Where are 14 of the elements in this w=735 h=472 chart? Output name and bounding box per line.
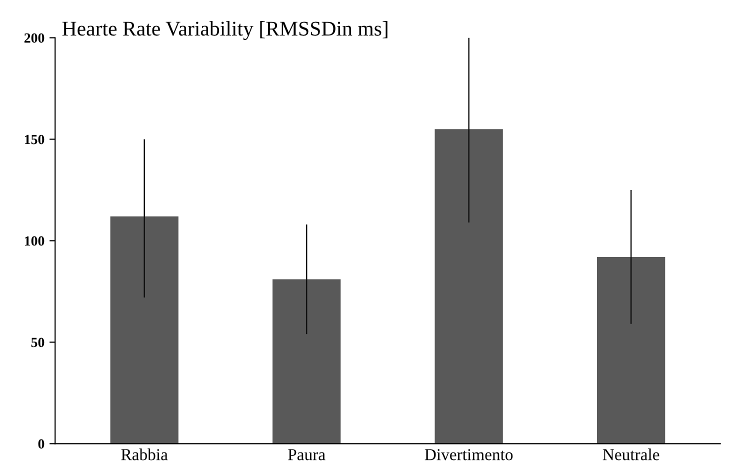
y-tick-label: 50	[31, 338, 44, 348]
bar	[110, 216, 178, 444]
x-tick-label: Divertimento	[424, 449, 513, 460]
y-tick-label: 100	[24, 236, 44, 246]
x-tick-label: Neutrale	[602, 448, 660, 460]
bar	[272, 279, 341, 444]
x-tick-label: Rabbia	[121, 448, 168, 460]
bar	[434, 129, 503, 444]
bar	[597, 256, 666, 444]
y-tick-label: 200	[24, 33, 44, 43]
y-tick-label: 150	[24, 134, 44, 144]
x-tick-label: Paura	[288, 449, 326, 460]
y-tick-label: 0	[38, 439, 44, 449]
chart-title: Hearte Rate Variability [RMSSDin ms]	[62, 21, 388, 40]
